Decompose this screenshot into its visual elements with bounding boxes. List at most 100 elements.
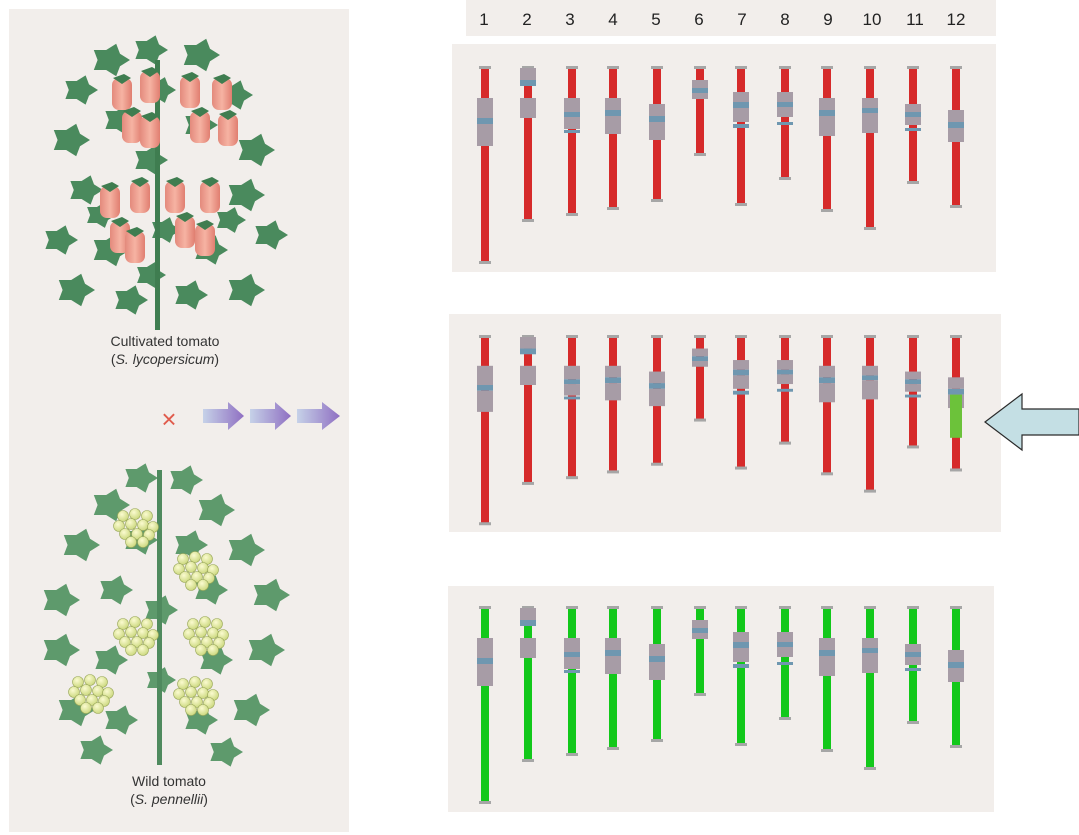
chromosome-band <box>564 638 580 652</box>
telomere-cap <box>607 470 619 474</box>
telomere-cap <box>907 181 919 184</box>
chromosome-3 <box>564 66 580 216</box>
chromosome-4 <box>605 335 621 474</box>
chromosome-arm <box>524 337 532 483</box>
telomere-cap <box>735 66 747 69</box>
chromosome-10 <box>862 66 878 230</box>
telomere-cap <box>566 476 578 480</box>
chromosome-number: 7 <box>737 10 747 29</box>
chromosome-band <box>477 118 493 124</box>
wild-berry <box>119 636 131 648</box>
chromosome-band <box>520 337 536 349</box>
telomere-cap <box>779 335 791 338</box>
telomere-cap <box>779 606 791 609</box>
wild-chromosome-row <box>477 606 964 804</box>
chromosome-band <box>649 116 665 122</box>
chromosome-arm <box>823 68 831 210</box>
chromosome-band <box>777 369 793 375</box>
arrow-icon <box>250 402 291 430</box>
telomere-cap <box>864 489 876 493</box>
wild-berry <box>173 688 185 700</box>
telomere-cap <box>779 717 791 720</box>
chromosome-band <box>819 383 835 403</box>
tomato-fruit <box>218 110 238 146</box>
chromosome-band <box>605 377 621 384</box>
chromosome-arm <box>524 608 532 760</box>
chromosome-11 <box>905 335 921 449</box>
chromosome-5 <box>649 66 665 202</box>
chromosome-band <box>564 670 580 673</box>
telomere-cap <box>694 606 706 609</box>
chromosome-band <box>649 104 665 116</box>
telomere-cap <box>735 743 747 746</box>
telomere-cap <box>950 66 962 69</box>
telomere-cap <box>566 213 578 216</box>
telomere-cap <box>651 739 663 742</box>
chromosome-arm <box>823 608 831 750</box>
chromosome-arm <box>609 337 617 472</box>
leaf <box>105 105 138 135</box>
wild-berry <box>119 528 131 540</box>
chromosome-6 <box>692 606 708 696</box>
chromosome-arm <box>737 608 745 744</box>
tomato-fruit <box>122 107 142 143</box>
telomere-cap <box>694 153 706 156</box>
chromosome-band <box>948 668 964 682</box>
wild-berry <box>113 520 125 532</box>
cultivated-caption: Cultivated tomato (S. lycopersicum) <box>15 332 315 368</box>
chromosome-band <box>477 638 493 658</box>
telomere-cap <box>694 418 706 422</box>
telomere-cap <box>479 522 491 526</box>
leaf <box>80 735 113 765</box>
leaf <box>70 175 103 205</box>
leaf <box>175 530 208 560</box>
leaf <box>183 38 220 72</box>
telomere-cap <box>735 203 747 206</box>
chromosome-number: 6 <box>694 10 704 29</box>
chromosome-3 <box>564 606 580 756</box>
telomere-cap <box>651 66 663 69</box>
leaf <box>217 207 246 233</box>
chromosome-band <box>605 656 621 674</box>
chromosome-band <box>605 650 621 656</box>
telomere-cap <box>479 335 491 338</box>
telomere-cap <box>821 66 833 69</box>
tomato-fruit <box>165 177 185 213</box>
chromosome-number: 10 <box>862 10 882 29</box>
telomere-cap <box>479 606 491 609</box>
wild-berry <box>207 644 219 656</box>
chromosome-band <box>905 657 921 665</box>
chromosome-band <box>520 620 536 626</box>
chromosome-band <box>477 98 493 118</box>
cultivated-species: S. lycopersicum <box>115 351 215 367</box>
leaf <box>253 578 290 612</box>
telomere-cap <box>821 209 833 212</box>
chromosome-7 <box>733 335 749 470</box>
chromosome-number: 3 <box>565 10 575 29</box>
chromosome-5 <box>649 606 665 742</box>
wild-berry <box>137 644 149 656</box>
chromosome-band <box>905 384 921 392</box>
arrow-icon <box>297 402 340 430</box>
chromosome-3 <box>564 335 580 480</box>
chromosome-number: 1 <box>479 10 489 29</box>
chromosome-band <box>819 365 835 378</box>
chromosome-band <box>605 638 621 650</box>
chromosome-band <box>862 638 878 648</box>
chromosome-band <box>777 388 793 392</box>
chromosome-band <box>692 356 708 361</box>
chromosome-arm <box>568 337 576 478</box>
chromosome-band <box>605 116 621 134</box>
wild-berry <box>68 686 80 698</box>
chromosome-arm <box>609 68 617 208</box>
wild-berry <box>185 686 197 698</box>
chromosome-11 <box>905 606 921 724</box>
chromosome-band <box>905 371 921 380</box>
telomere-cap <box>821 749 833 752</box>
chromosome-band <box>733 360 749 370</box>
chromosome-band <box>564 365 580 380</box>
chromosome-band <box>520 608 536 620</box>
chromosome-arm <box>568 608 576 754</box>
chromosome-band <box>948 662 964 668</box>
